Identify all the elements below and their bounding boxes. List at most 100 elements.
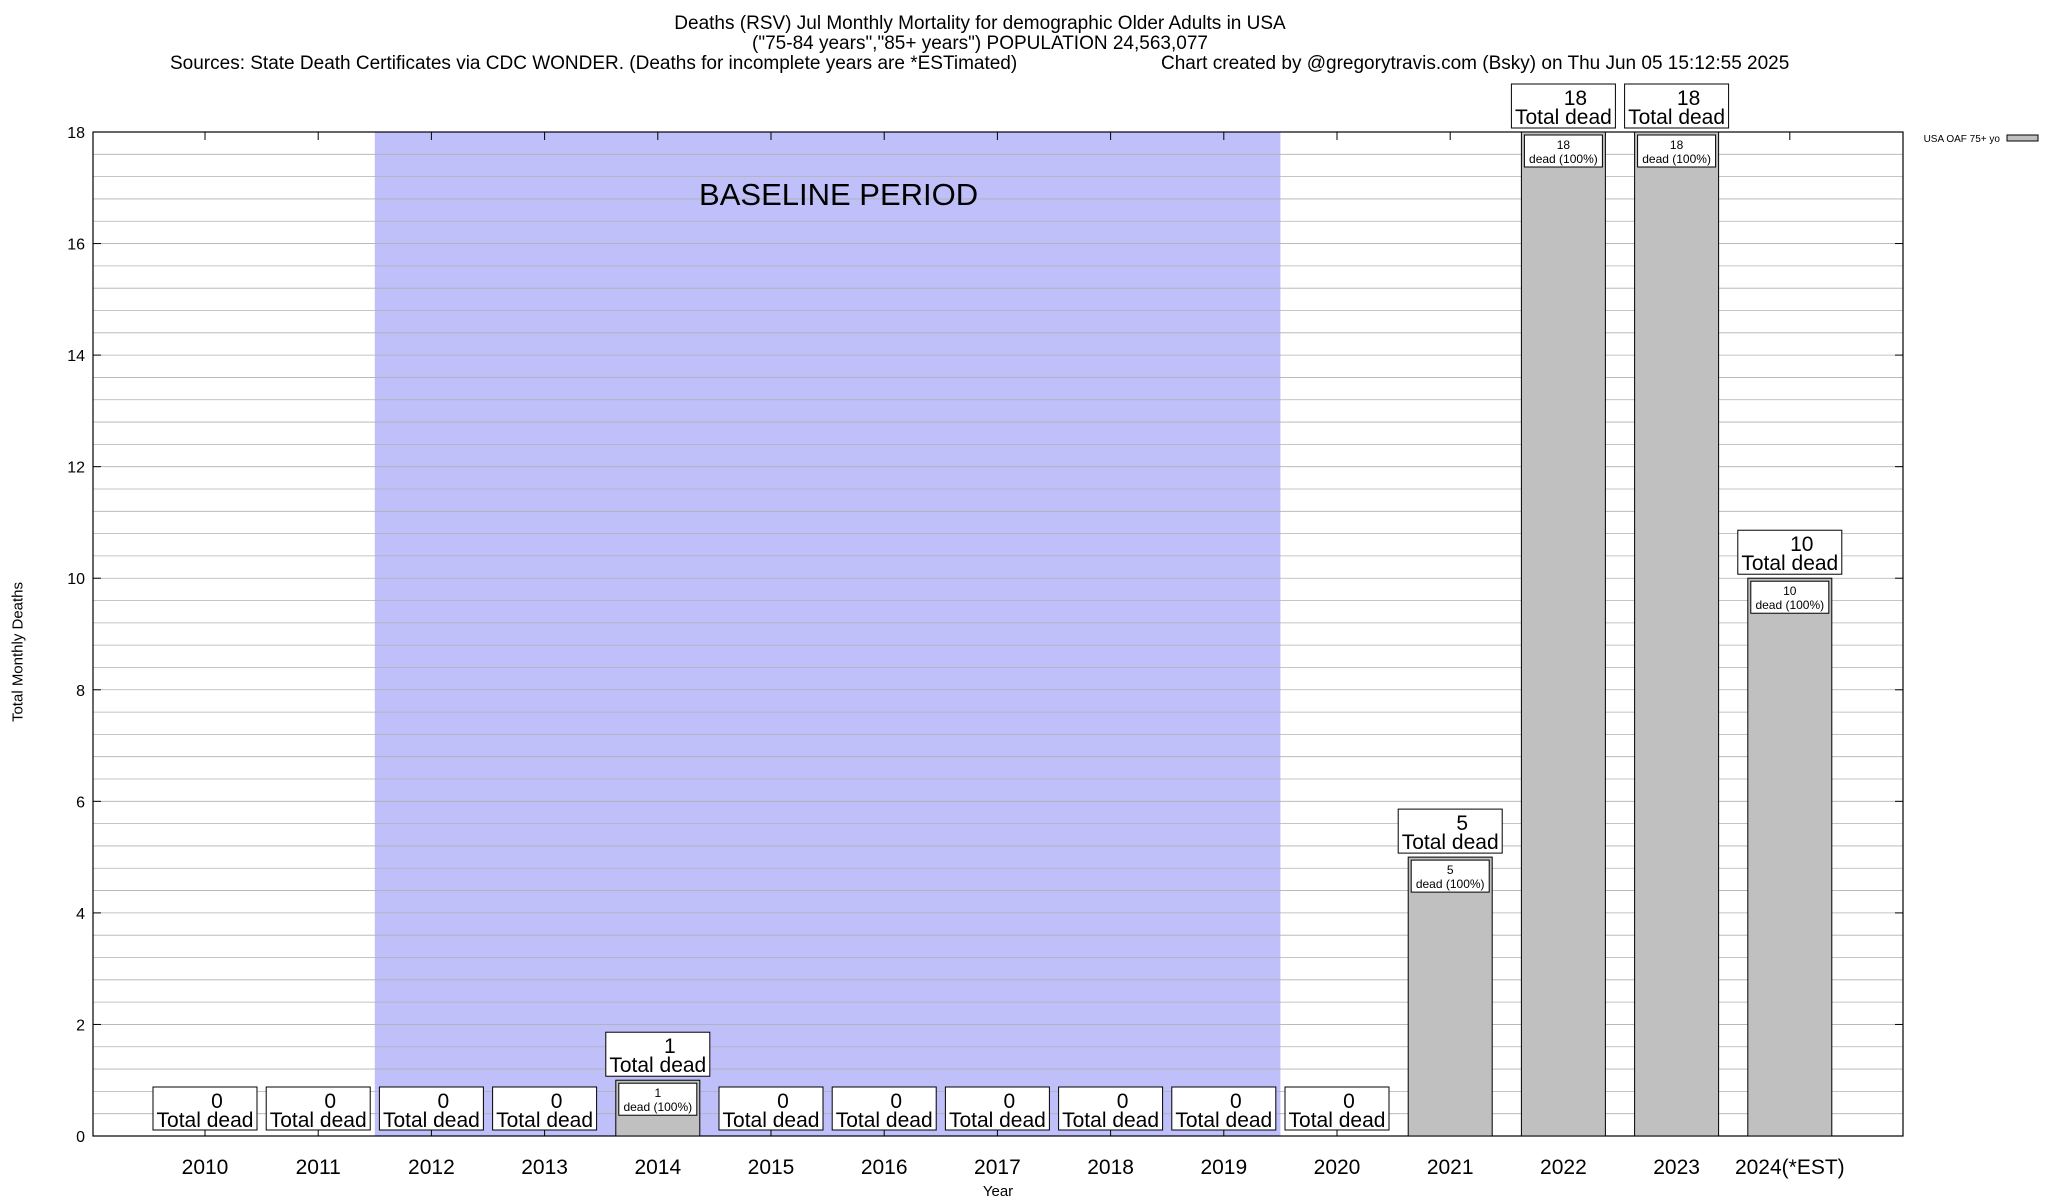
x-axis-label: Year	[982, 1183, 1014, 1200]
y-tick-label: 4	[76, 906, 85, 923]
y-tick-label: 6	[76, 794, 85, 811]
bar-inner-value: 10	[1783, 584, 1797, 598]
y-tick-label: 18	[67, 125, 85, 142]
y-axis-label: Total Monthly Deaths	[9, 581, 27, 723]
bar-inner-label-box	[1410, 859, 1490, 893]
bar-inner-label: dead (100%)	[623, 1100, 692, 1114]
total-label-box	[378, 1086, 484, 1131]
total-label-box	[831, 1086, 937, 1131]
total-label-value: 0	[1343, 1090, 1355, 1113]
total-label-value: 0	[438, 1090, 450, 1113]
bar-inner-value: 1	[654, 1086, 661, 1100]
x-tick-label: 2010	[182, 1156, 229, 1179]
bar-inner-label-box	[1523, 134, 1603, 168]
bar	[1407, 856, 1493, 1137]
total-label-text: Total dead	[1289, 1109, 1386, 1132]
total-label-box	[1058, 1086, 1164, 1131]
total-label-box	[152, 1086, 258, 1131]
x-tick-label: 2020	[1314, 1156, 1361, 1179]
baseline-period-region	[374, 132, 1281, 1136]
y-tick-label: 8	[76, 683, 85, 700]
total-label-text: Total dead	[1515, 106, 1612, 129]
total-label-value: 0	[1230, 1090, 1242, 1113]
total-label-value: 0	[777, 1090, 789, 1113]
y-tick-label: 14	[67, 348, 85, 365]
total-label-box	[944, 1086, 1050, 1131]
total-label-box	[265, 1086, 371, 1131]
total-label-text: Total dead	[1741, 552, 1838, 575]
total-label-text: Total dead	[949, 1109, 1046, 1132]
chart-credit: Chart created by @gregorytravis.com (Bsk…	[1161, 53, 1790, 74]
total-label-text: Total dead	[723, 1109, 820, 1132]
x-tick-label: 2011	[296, 1156, 341, 1179]
total-label-text: Total dead	[270, 1109, 367, 1132]
total-label-value: 1	[664, 1035, 676, 1058]
x-tick-label: 2021	[1427, 1156, 1474, 1179]
x-tick-label: 2014	[634, 1156, 681, 1179]
total-label-text: Total dead	[609, 1054, 706, 1077]
total-label-box	[1397, 808, 1503, 854]
y-tick-label: 0	[76, 1129, 85, 1146]
plot-frame	[92, 131, 1904, 1137]
bar-inner-label-box	[618, 1082, 698, 1116]
chart-sources: Sources: State Death Certificates via CD…	[170, 53, 1018, 74]
y-tick-label: 16	[67, 237, 85, 254]
x-tick-label: 2018	[1087, 1156, 1134, 1179]
total-label-text: Total dead	[1402, 831, 1499, 854]
bar	[1634, 131, 1720, 1137]
total-label-value: 10	[1790, 533, 1813, 556]
bar-inner-value: 18	[1670, 138, 1684, 152]
total-label-text: Total dead	[1628, 106, 1725, 129]
total-label-value: 0	[324, 1090, 336, 1113]
x-tick-label: 2016	[861, 1156, 908, 1179]
x-tick-label: 2012	[408, 1156, 455, 1179]
total-label-value: 0	[890, 1090, 902, 1113]
x-tick-label: 2019	[1200, 1156, 1247, 1179]
bar-inner-label: dead (100%)	[1529, 152, 1598, 166]
legend-label: USA OAF 75+ yo	[1924, 134, 2001, 145]
total-label-value: 5	[1456, 812, 1468, 835]
total-label-text: Total dead	[157, 1109, 254, 1132]
total-label-value: 0	[551, 1090, 563, 1113]
y-tick-label: 10	[67, 571, 85, 588]
total-label-box	[1624, 83, 1730, 129]
total-label-value: 0	[1004, 1090, 1016, 1113]
total-label-value: 18	[1564, 87, 1587, 110]
bar-inner-value: 5	[1447, 863, 1454, 877]
total-label-box	[1171, 1086, 1277, 1131]
bar	[1520, 131, 1606, 1137]
total-label-box	[718, 1086, 824, 1131]
bar-inner-label: dead (100%)	[1416, 877, 1485, 891]
total-label-box	[1510, 83, 1616, 129]
total-label-box	[1284, 1086, 1390, 1131]
x-tick-label: 2017	[974, 1156, 1021, 1179]
baseline-period-label: BASELINE PERIOD	[699, 177, 978, 212]
total-label-text: Total dead	[1175, 1109, 1272, 1132]
total-label-value: 18	[1677, 87, 1700, 110]
bar-inner-label-box	[1637, 134, 1717, 168]
total-label-text: Total dead	[1062, 1109, 1159, 1132]
bar-inner-label-box	[1750, 580, 1830, 614]
total-label-value: 0	[1117, 1090, 1129, 1113]
x-tick-label: 2024(*EST)	[1735, 1156, 1845, 1179]
chart-title: Deaths (RSV) Jul Monthly Mortality for d…	[674, 13, 1286, 34]
bar-inner-value: 18	[1557, 138, 1571, 152]
x-tick-label: 2013	[521, 1156, 568, 1179]
chart-subtitle: ("75-84 years","85+ years") POPULATION 2…	[752, 33, 1208, 54]
total-label-text: Total dead	[496, 1109, 593, 1132]
y-tick-label: 12	[67, 460, 85, 477]
total-label-value: 0	[211, 1090, 223, 1113]
x-tick-label: 2015	[748, 1156, 795, 1179]
bar	[1747, 577, 1833, 1137]
total-label-text: Total dead	[383, 1109, 480, 1132]
total-label-box	[605, 1031, 711, 1077]
y-tick-label: 2	[76, 1017, 85, 1034]
total-label-text: Total dead	[836, 1109, 933, 1132]
bar-inner-label: dead (100%)	[1642, 152, 1711, 166]
x-tick-label: 2023	[1653, 1156, 1700, 1179]
bar-inner-label: dead (100%)	[1755, 598, 1824, 612]
x-tick-label: 2022	[1540, 1156, 1587, 1179]
total-label-box	[1737, 529, 1843, 575]
total-label-box	[492, 1086, 598, 1131]
